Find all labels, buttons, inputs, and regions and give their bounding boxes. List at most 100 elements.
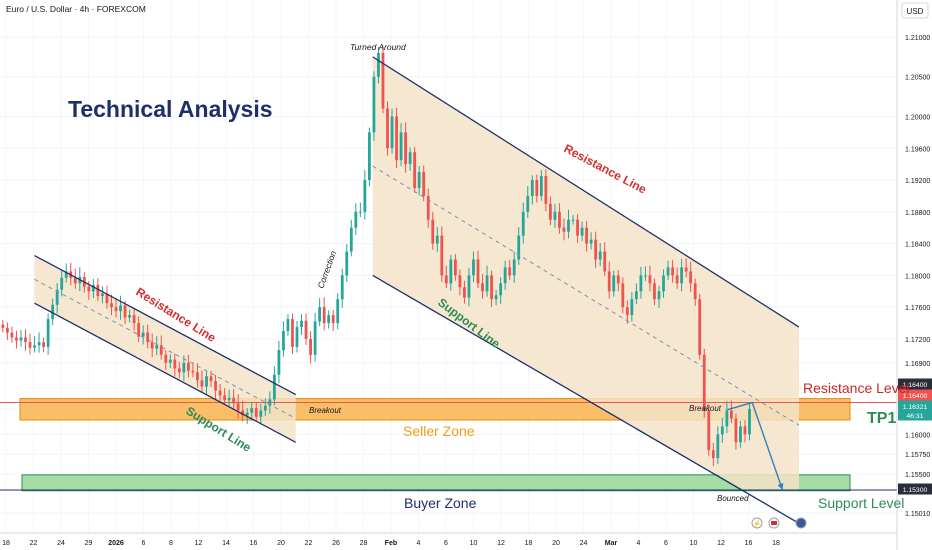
candle-body <box>173 359 177 369</box>
candle-body <box>431 219 435 244</box>
candle-body <box>644 275 647 277</box>
price-tick-label: 1.16900 <box>905 361 930 368</box>
candle-body <box>110 303 113 308</box>
candle-body <box>1 324 5 328</box>
candle-body <box>304 320 308 339</box>
candle-body <box>440 235 444 276</box>
candle-body <box>458 275 462 288</box>
candle-body <box>585 227 588 244</box>
price-tick-label: 1.18400 <box>905 242 930 249</box>
candle-body <box>15 337 18 341</box>
price-tick-label: 1.18800 <box>905 210 930 217</box>
lightning-event-icon[interactable] <box>751 517 763 529</box>
candle-body <box>449 259 453 284</box>
candle-body <box>6 327 9 333</box>
right-resistance-line[interactable] <box>372 56 800 328</box>
candle-body <box>263 405 267 411</box>
left-mid-line <box>34 278 296 419</box>
candle-body <box>634 291 638 300</box>
candle-body <box>698 299 702 355</box>
candle-body <box>322 307 326 324</box>
candle-body <box>426 195 430 220</box>
breakout-left-label: Breakout <box>309 406 342 415</box>
time-tick-label: 12 <box>195 540 203 547</box>
resistance-level-label: Resistance Level <box>803 380 910 396</box>
price-tick-label: 1.18000 <box>905 273 930 280</box>
news-event-icon[interactable] <box>795 517 807 529</box>
candle-body <box>603 251 607 272</box>
candle-body <box>702 354 706 411</box>
levels <box>0 402 897 491</box>
price-axis[interactable]: 1.21000 1.20500 1.20000 1.19600 1.19200 1.188… <box>905 35 930 518</box>
price-badge-label: 1.16321 <box>903 404 928 411</box>
candle-body <box>530 180 534 196</box>
candle-body <box>272 374 276 400</box>
symbol-header: Euro / U.S. Dollar · 4h · FOREXCOM <box>6 4 146 14</box>
currency-badge[interactable] <box>901 2 929 19</box>
price-tick-label: 1.15500 <box>905 472 930 479</box>
candle-body <box>526 195 530 212</box>
candle-body <box>517 235 521 260</box>
candle-body <box>96 284 100 297</box>
candle-body <box>707 410 711 451</box>
candle-body <box>535 180 539 196</box>
time-tick-label: 20 <box>552 540 560 547</box>
candle-body <box>51 304 55 320</box>
left-resistance-line[interactable] <box>34 254 297 396</box>
candle-body <box>209 376 213 382</box>
candle-body <box>512 259 516 276</box>
candle-body <box>286 319 290 332</box>
projection-path[interactable] <box>727 401 784 491</box>
price-tick-label: 1.21000 <box>905 35 930 42</box>
candle-body <box>549 203 552 220</box>
time-tick-label: 26 <box>332 540 340 547</box>
time-tick-label: 18 <box>772 540 780 547</box>
time-tick-label: 8 <box>169 540 173 547</box>
projection <box>727 401 784 491</box>
candle-body <box>499 283 503 296</box>
candle-body <box>408 152 412 165</box>
candle-body <box>508 267 512 276</box>
candle-body <box>91 284 95 292</box>
candle-body <box>60 277 64 290</box>
candle-body <box>223 395 226 401</box>
candle-body <box>720 426 724 435</box>
price-badge-label: 1.16400 <box>903 382 928 389</box>
price-badge <box>898 400 932 412</box>
candle-body <box>349 227 353 252</box>
price-tick-label: 1.17600 <box>905 305 930 312</box>
candle-body <box>553 211 557 220</box>
candle-body <box>42 342 45 347</box>
candle-body <box>463 287 466 298</box>
candle-body <box>544 176 548 204</box>
candle-body <box>105 293 109 304</box>
candle-body <box>503 267 507 284</box>
price-badge <box>898 409 932 421</box>
candle-body <box>372 76 376 133</box>
candle-body <box>653 283 656 300</box>
candle-body <box>485 275 489 292</box>
right-support-line[interactable] <box>372 274 800 524</box>
time-tick-label: 6 <box>444 540 448 547</box>
candle-body <box>386 108 389 149</box>
time-axis[interactable]: 18 22 24 29 2026 6 8 12 14 16 20 22 26 28 Feb 4 6 10 12 18 2… <box>2 540 780 547</box>
headline: Technical Analysis <box>68 96 273 122</box>
candle-body <box>101 293 104 297</box>
price-tick-label: 1.17200 <box>905 337 930 344</box>
candle-body <box>132 315 136 324</box>
time-tick-label: 20 <box>277 540 285 547</box>
time-tick-label: Feb <box>385 540 397 547</box>
price-badge-label: 1.15300 <box>903 487 928 494</box>
price-tick-label: 1.15010 <box>905 511 930 518</box>
candle-body <box>562 227 566 232</box>
price-badge <box>898 389 932 401</box>
candle-body <box>187 362 190 371</box>
candle-body <box>128 315 131 318</box>
turned-around-label: Turned Around <box>350 42 406 52</box>
left-support-line[interactable] <box>34 302 297 443</box>
candle-body <box>313 321 317 355</box>
candle-body <box>571 219 575 221</box>
price-badge-label: 1.16400 <box>903 393 928 400</box>
